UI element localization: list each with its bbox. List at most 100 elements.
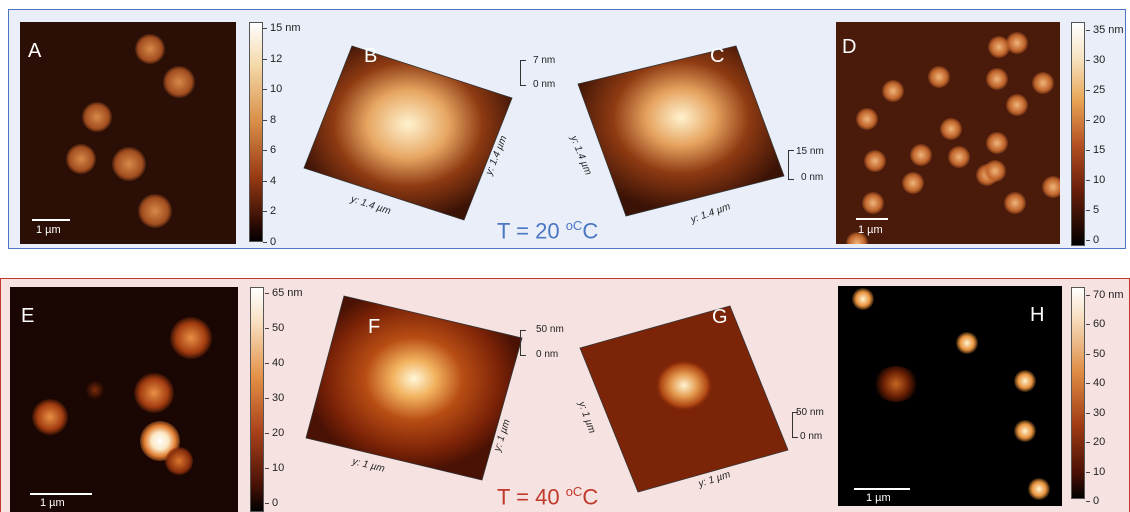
- particle: [940, 118, 962, 140]
- colorbar-tick: 10: [1085, 465, 1106, 478]
- colorbar-tick: 15: [1085, 144, 1106, 156]
- temperature-label-40c: T = 40 oCC: [497, 484, 599, 510]
- afm-image-d: D 1 µm: [836, 22, 1060, 244]
- particle: [984, 160, 1006, 182]
- afm-image-a: A 1 µm: [20, 22, 236, 244]
- colorbar-tick: 4: [262, 174, 277, 187]
- colorbar-tick: 20: [264, 427, 285, 439]
- afm-image-h: H 1 µm: [838, 286, 1062, 506]
- colorbar-tick: 12: [262, 52, 283, 65]
- particle: [852, 288, 874, 310]
- surface-plot-b: [303, 45, 513, 221]
- colorbar-h: [1071, 287, 1085, 499]
- particle: [1006, 94, 1028, 116]
- surface-plot-f: [305, 295, 523, 481]
- z-top-b: 7 nm: [533, 55, 556, 66]
- particle: [948, 146, 970, 168]
- colorbar-tick: 30: [1085, 54, 1106, 66]
- particle: [163, 66, 195, 98]
- particle: [902, 172, 924, 194]
- z-bottom-g: 0 nm: [800, 431, 823, 442]
- particle: [1014, 370, 1036, 392]
- colorbar-tick: 2: [262, 205, 277, 218]
- temperature-value-40c: T = 40: [497, 484, 566, 510]
- panel-label-h: H: [1030, 304, 1045, 326]
- panel-label-e: E: [21, 305, 35, 327]
- panel-label-d: D: [842, 36, 857, 58]
- particle: [1004, 192, 1026, 214]
- particle: [170, 317, 212, 359]
- particle: [864, 150, 886, 172]
- afm-image-e: E 1 µm: [10, 287, 238, 512]
- scale-bar-label: 1 µm: [40, 497, 65, 509]
- particle: [882, 80, 904, 102]
- particle: [112, 147, 146, 181]
- colorbar-e: [250, 287, 264, 512]
- z-top-g: 50 nm: [796, 407, 824, 418]
- colorbar-tick: 0: [262, 236, 277, 248]
- particle: [165, 447, 193, 475]
- particle: [856, 108, 878, 130]
- z-scale-c: [788, 150, 794, 180]
- particle: [134, 373, 174, 413]
- particle: [86, 381, 104, 399]
- colorbar-tick: 8: [262, 113, 277, 126]
- colorbar-tick: 5: [1085, 204, 1100, 216]
- panel-label-a: A: [28, 40, 42, 62]
- panel-label-f: F: [368, 316, 381, 338]
- particle: [1006, 32, 1028, 54]
- particle: [1028, 478, 1050, 500]
- colorbar-tick: 30: [264, 392, 285, 404]
- temperature-unit-20c: oC: [565, 218, 583, 233]
- colorbar-tick: 0: [1085, 234, 1100, 246]
- colorbar-tick: 35 nm: [1086, 24, 1124, 36]
- particle: [910, 144, 932, 166]
- panel-label-b: B: [364, 45, 378, 67]
- colorbar-tick: 10: [264, 462, 285, 474]
- z-scale-b: [520, 60, 526, 86]
- particle: [1032, 72, 1054, 94]
- colorbar-tick: 60: [1085, 318, 1106, 331]
- colorbar-tick: 0: [1085, 495, 1100, 507]
- scale-bar: [854, 488, 910, 490]
- z-scale-f: [520, 330, 526, 356]
- colorbar-tick: 40: [264, 357, 285, 369]
- panel-label-c: C: [710, 45, 725, 67]
- temperature-unit-40c: oC: [565, 484, 583, 499]
- colorbar-tick: 10: [1085, 174, 1106, 186]
- particle: [82, 102, 112, 132]
- colorbar-tick: 70 nm: [1086, 289, 1124, 301]
- colorbar-tick: 0: [264, 497, 279, 509]
- particle: [135, 34, 165, 64]
- particle: [1014, 420, 1036, 442]
- particle: [928, 66, 950, 88]
- particle: [138, 194, 172, 228]
- colorbar-tick: 6: [262, 144, 277, 157]
- colorbar-tick: 15 nm: [263, 22, 301, 34]
- colorbar-a: [249, 22, 263, 242]
- particle: [862, 192, 884, 214]
- surface-plot-c: [577, 45, 785, 217]
- colorbar-tick: 50: [264, 322, 285, 334]
- temperature-label-20c: T = 20 oCC: [497, 218, 599, 244]
- z-top-c: 15 nm: [796, 146, 824, 157]
- particle: [874, 366, 918, 402]
- temperature-value-20c: T = 20: [497, 218, 566, 244]
- colorbar-tick: 25: [1085, 84, 1106, 96]
- z-scale-g: [792, 412, 798, 438]
- colorbar-tick: 50: [1085, 347, 1106, 360]
- colorbar-d: [1071, 22, 1085, 246]
- scale-bar-label: 1 µm: [858, 224, 883, 236]
- colorbar-tick: 40: [1085, 377, 1106, 390]
- z-bottom-b: 0 nm: [533, 79, 556, 90]
- surface-plot-g: [579, 305, 789, 493]
- particle: [986, 132, 1008, 154]
- z-top-f: 50 nm: [536, 324, 564, 335]
- colorbar-tick: 30: [1085, 406, 1106, 419]
- scale-bar-label: 1 µm: [866, 492, 891, 504]
- z-bottom-c: 0 nm: [801, 172, 824, 183]
- particle: [988, 36, 1010, 58]
- colorbar-tick: 65 nm: [265, 287, 303, 299]
- particle: [986, 68, 1008, 90]
- scale-bar: [32, 219, 70, 221]
